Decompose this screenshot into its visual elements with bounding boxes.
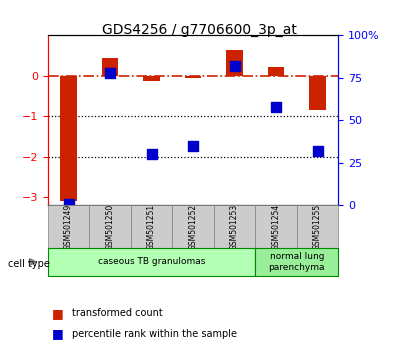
Point — [273, 104, 279, 110]
FancyBboxPatch shape — [255, 248, 338, 276]
Text: normal lung
parenchyma: normal lung parenchyma — [269, 252, 325, 272]
Text: GDS4256 / g7706600_3p_at: GDS4256 / g7706600_3p_at — [101, 23, 297, 37]
Point — [65, 201, 72, 206]
Text: ■: ■ — [52, 327, 64, 340]
Text: cell type: cell type — [8, 259, 50, 269]
Bar — [226, 50, 243, 76]
Text: ■: ■ — [52, 307, 64, 320]
FancyBboxPatch shape — [255, 205, 297, 248]
Bar — [102, 58, 118, 76]
FancyBboxPatch shape — [172, 205, 214, 248]
FancyBboxPatch shape — [297, 205, 338, 248]
Point — [107, 70, 113, 76]
FancyBboxPatch shape — [131, 205, 172, 248]
Bar — [309, 76, 326, 110]
Point — [314, 148, 321, 154]
Text: GSM501250: GSM501250 — [105, 204, 115, 250]
Bar — [143, 76, 160, 81]
FancyBboxPatch shape — [48, 248, 255, 276]
Text: caseous TB granulomas: caseous TB granulomas — [98, 257, 205, 267]
Text: GSM501251: GSM501251 — [147, 204, 156, 250]
FancyBboxPatch shape — [89, 205, 131, 248]
Bar — [185, 76, 201, 78]
Text: GSM501253: GSM501253 — [230, 204, 239, 250]
Bar — [268, 67, 284, 76]
FancyBboxPatch shape — [214, 205, 255, 248]
Point — [190, 143, 196, 149]
Text: transformed count: transformed count — [72, 308, 162, 318]
Text: GSM501255: GSM501255 — [313, 204, 322, 250]
Text: GSM501252: GSM501252 — [189, 204, 197, 250]
Text: GSM501249: GSM501249 — [64, 204, 73, 250]
Point — [148, 152, 155, 157]
Text: GSM501254: GSM501254 — [271, 204, 281, 250]
Point — [231, 63, 238, 69]
Text: percentile rank within the sample: percentile rank within the sample — [72, 329, 237, 339]
Bar — [60, 76, 77, 201]
FancyBboxPatch shape — [48, 205, 89, 248]
